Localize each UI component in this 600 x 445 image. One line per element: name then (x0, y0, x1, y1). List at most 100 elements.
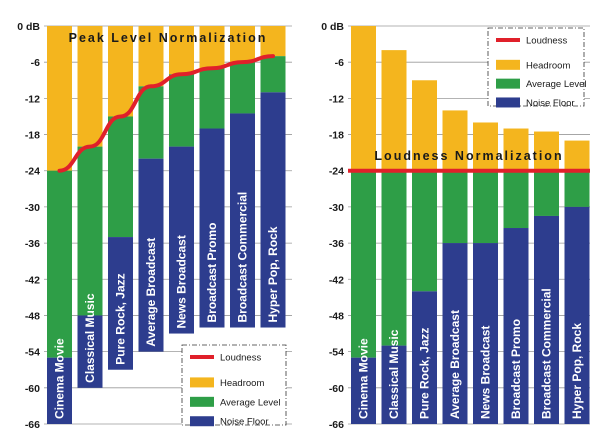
average-level-bar (442, 170, 468, 244)
headroom-bar (108, 26, 133, 117)
chart-panel-peak-level-normalization: 0 dB -6 -12 -18 -24 -30 -36 -42 -48 -54 -60 -66 Cine… (17, 21, 292, 431)
average-level-bar (199, 68, 225, 129)
category-label: Broadcast Promo (509, 319, 523, 419)
average-level-bar (473, 170, 498, 244)
category-label: Hyper Pop, Rock (266, 226, 280, 322)
bar-group-news-broadcast: News Broadcast (169, 26, 194, 334)
legend-label-noise-floor: Noise Floor (526, 98, 575, 109)
headroom-bar (138, 26, 164, 87)
average-level-bar (351, 170, 376, 358)
headroom-bar (381, 50, 407, 171)
legend-label-loudness: Loudness (220, 353, 261, 364)
legend-label-noise-floor: Noise Floor (220, 417, 269, 428)
headroom-bar (169, 26, 194, 75)
y-tick-label: -60 (25, 383, 40, 395)
legend-swatch-average-level (496, 78, 520, 89)
category-label: Cinema Movie (357, 338, 371, 419)
headroom-bar (351, 26, 376, 171)
noise-floor-bar (260, 92, 286, 328)
noise-floor-bar (230, 113, 255, 328)
bar-group-cinema-movie: Cinema Movie (351, 26, 376, 424)
y-tick-label: -60 (329, 383, 344, 395)
average-level-bar (412, 170, 437, 292)
y-tick-label: -48 (329, 310, 344, 322)
noise-floor-bar (199, 128, 225, 328)
noise-floor-bar (138, 158, 164, 352)
y-tick-label: -66 (329, 419, 344, 431)
noise-floor-bar (351, 357, 376, 424)
average-level-bar (77, 146, 103, 316)
y-tick-label: -42 (25, 274, 40, 286)
headroom-bar (199, 26, 225, 69)
category-label: News Broadcast (175, 235, 189, 328)
legend-label-average-level: Average Level (526, 79, 587, 90)
y-tick-label: -6 (335, 57, 344, 69)
y-tick-label: -24 (25, 166, 40, 178)
noise-floor-bar (473, 243, 498, 424)
bar-group-classical-music: Classical Music (381, 50, 407, 424)
headroom-bar (47, 26, 72, 171)
y-tick-label: -6 (31, 57, 40, 69)
average-level-bar (564, 170, 590, 207)
bar-group-broadcast-commercial: Broadcast Commercial (534, 131, 559, 424)
bar-group-classical-music: Classical Music (77, 26, 103, 388)
legend-swatch-headroom (496, 59, 520, 70)
category-label: Average Broadcast (144, 238, 158, 347)
category-label: Classical Music (387, 329, 401, 419)
chart-title: Loudness Normalization (374, 149, 563, 163)
chart-panel-loudness-normalization: 0 dB -6 -12 -18 -24 -30 -36 -42 -48 -54 -60 -66 Cine… (321, 21, 590, 431)
category-label: Pure Rock, Jazz (418, 328, 432, 419)
bar-group-pure-rock-jazz: Pure Rock, Jazz (412, 80, 437, 424)
y-tick-label: -36 (25, 238, 40, 250)
bar-group-hyper-pop-rock: Hyper Pop, Rock (260, 26, 286, 328)
bar-group-cinema-movie: Cinema Movie (47, 26, 72, 424)
bar-group-news-broadcast: News Broadcast (473, 122, 498, 424)
legend-swatch-noise-floor (190, 416, 214, 427)
category-label: Hyper Pop, Rock (570, 323, 584, 419)
y-tick-label: -42 (329, 274, 344, 286)
y-tick-label: -30 (329, 202, 344, 214)
bar-group-broadcast-commercial: Broadcast Commercial (230, 26, 255, 328)
legend-label-loudness: Loudness (526, 36, 567, 47)
average-level-bar (503, 170, 529, 229)
y-tick-label: -48 (25, 310, 40, 322)
category-label: Broadcast Commercial (540, 288, 554, 419)
category-label: Broadcast Promo (205, 222, 219, 322)
average-level-bar (138, 86, 164, 159)
legend-label-headroom: Headroom (526, 60, 570, 71)
average-level-bar (47, 170, 72, 358)
bar-group-average-broadcast: Average Broadcast (442, 110, 468, 424)
category-label: Broadcast Commercial (236, 192, 250, 323)
headroom-bar (442, 110, 468, 171)
y-tick-label: -66 (25, 419, 40, 431)
headroom-bar (473, 122, 498, 171)
noise-floor-bar (412, 291, 437, 424)
headroom-bar (564, 140, 590, 171)
bar-group-broadcast-promo: Broadcast Promo (503, 128, 529, 424)
bar-group-broadcast-promo: Broadcast Promo (199, 26, 225, 328)
category-label: Classical Music (83, 293, 97, 383)
legend: Loudness Headroom Average Level Noise Floor (181, 344, 287, 428)
noise-floor-bar (47, 357, 72, 424)
legend-swatch-headroom (190, 377, 214, 388)
noise-floor-bar (534, 215, 559, 424)
legend: Loudness Headroom Average Level Noise Floor (487, 27, 587, 109)
noise-floor-bar (169, 146, 194, 334)
legend-label-average-level: Average Level (220, 397, 281, 408)
average-level-bar (534, 170, 559, 216)
y-tick-label: 0 dB (17, 21, 40, 33)
chart-title: Peak Level Normalization (69, 31, 268, 45)
headroom-bar (503, 128, 529, 171)
noise-floor-bar (564, 206, 590, 424)
headroom-bar (260, 26, 286, 57)
noise-floor-bar (77, 315, 103, 388)
headroom-bar (230, 26, 255, 63)
category-label: Average Broadcast (448, 310, 462, 419)
bar-group-pure-rock-jazz: Pure Rock, Jazz (108, 26, 133, 370)
y-tick-label: -54 (329, 347, 344, 359)
average-level-bar (381, 170, 407, 346)
average-level-bar (230, 62, 255, 114)
loudness-curve (57, 54, 275, 173)
average-level-bar (169, 74, 194, 147)
